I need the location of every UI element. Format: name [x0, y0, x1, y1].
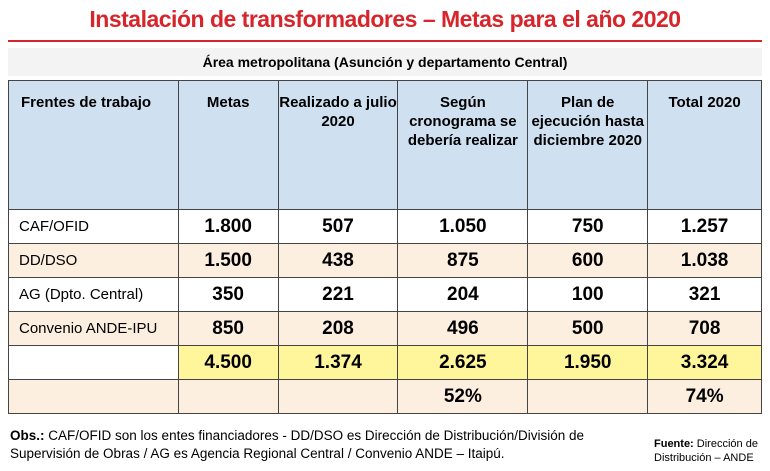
- cell: 438: [277, 243, 399, 278]
- data-table: Frentes de trabajo Metas Realizado a julio…: [8, 80, 762, 414]
- row-label: CAF/OFID: [8, 209, 179, 244]
- cell: 600: [527, 243, 649, 278]
- cell: 52%: [397, 379, 529, 414]
- table-row: DD/DSO 1.500 438 875 600 1.038: [8, 243, 762, 278]
- cell: 350: [177, 277, 279, 312]
- obs-label: Obs.:: [10, 428, 45, 443]
- cell: 74%: [647, 379, 762, 414]
- title: Instalación de transformadores – Metas p…: [89, 6, 681, 32]
- cell: 708: [647, 311, 762, 346]
- cell: 750: [527, 209, 649, 244]
- cell: 100: [527, 277, 649, 312]
- cell: 1.374: [277, 345, 399, 380]
- cell: 500: [527, 311, 649, 346]
- cell: [177, 379, 279, 414]
- table-row: Convenio ANDE-IPU 850 208 496 500 708: [8, 311, 762, 346]
- column-header: Total 2020: [647, 80, 762, 210]
- source-label: Fuente:: [654, 438, 694, 450]
- cell: 850: [177, 311, 279, 346]
- cell: 1.257: [647, 209, 762, 244]
- cell: 1.500: [177, 243, 279, 278]
- row-label: AG (Dpto. Central): [8, 277, 179, 312]
- header-row: Frentes de trabajo Metas Realizado a julio…: [8, 80, 762, 210]
- cell: 321: [647, 277, 762, 312]
- source-text: Dirección de Distribución – ANDE: [654, 438, 758, 464]
- cell: 507: [277, 209, 399, 244]
- table-row: CAF/OFID 1.800 507 1.050 750 1.257: [8, 209, 762, 244]
- cell: [527, 379, 649, 414]
- column-header: Realizado a julio 2020: [277, 80, 399, 210]
- cell: 3.324: [647, 345, 762, 380]
- title-rule: [8, 40, 762, 42]
- row-label: DD/DSO: [8, 243, 179, 278]
- cell: 1.038: [647, 243, 762, 278]
- cell: 1.800: [177, 209, 279, 244]
- cell: 221: [277, 277, 399, 312]
- cell: 2.625: [397, 345, 529, 380]
- row-label: [8, 345, 179, 380]
- cell: 204: [397, 277, 529, 312]
- table-row: AG (Dpto. Central) 350 221 204 100 321: [8, 277, 762, 312]
- notes: Obs.: CAF/OFID son los entes financiador…: [10, 427, 610, 463]
- source: Fuente: Dirección de Distribución – ANDE: [654, 437, 762, 465]
- cell: [277, 379, 399, 414]
- cell: 496: [397, 311, 529, 346]
- cell: 1.050: [397, 209, 529, 244]
- column-header: Frentes de trabajo: [8, 80, 179, 210]
- cell: 1.950: [527, 345, 649, 380]
- row-label: Convenio ANDE-IPU: [8, 311, 179, 346]
- table-row: 52% 74%: [8, 379, 762, 414]
- table-row: 4.500 1.374 2.625 1.950 3.324: [8, 345, 762, 380]
- column-header: Según cronograma se debería realizar: [397, 80, 529, 210]
- column-header: Metas: [177, 80, 279, 210]
- subtitle: Área metropolitana (Asunción y departame…: [8, 48, 762, 76]
- obs-text: CAF/OFID son los entes financiadores - D…: [10, 428, 584, 461]
- cell: 208: [277, 311, 399, 346]
- cell: 4.500: [177, 345, 279, 380]
- column-header: Plan de ejecución hasta diciembre 2020: [527, 80, 649, 210]
- cell: 875: [397, 243, 529, 278]
- row-label: [8, 379, 179, 414]
